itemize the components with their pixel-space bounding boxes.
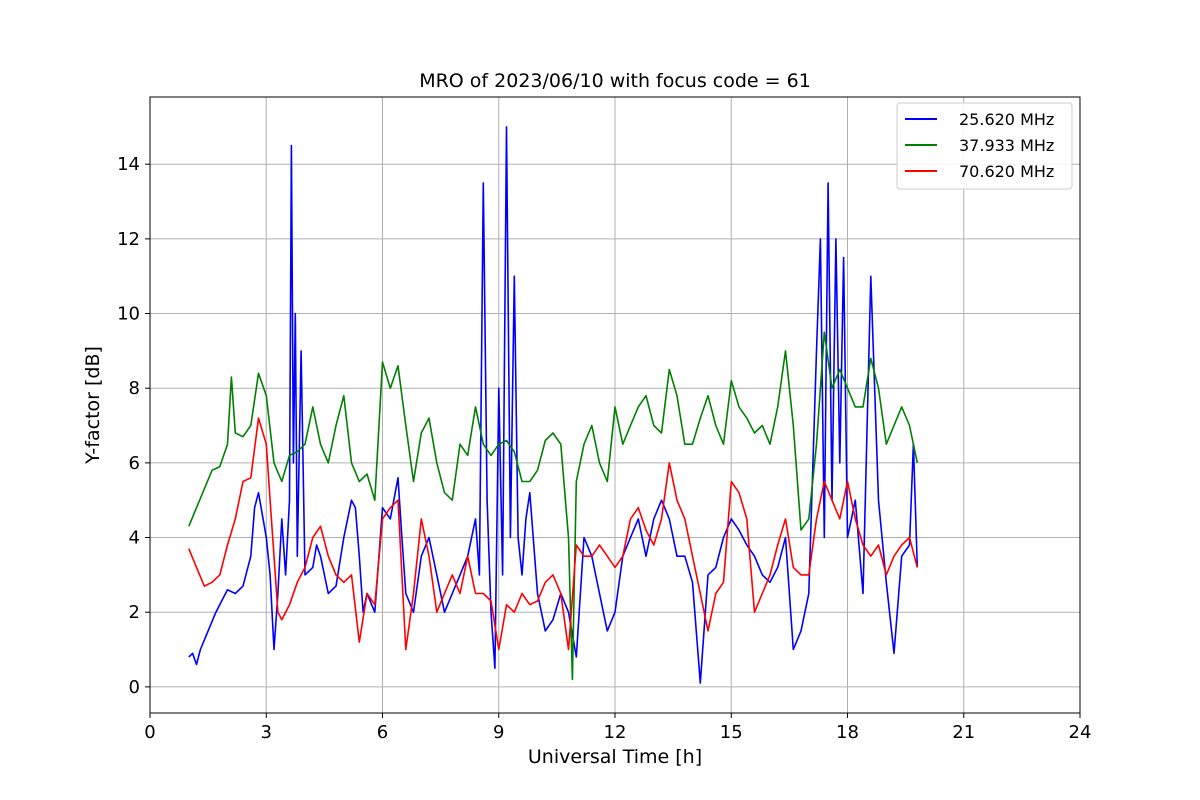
x-tick-label: 12 xyxy=(604,722,627,743)
series-line-3 xyxy=(188,417,919,651)
legend-label-1: 25.620 MHz xyxy=(959,110,1054,129)
x-tick-label: 18 xyxy=(836,722,859,743)
series-group xyxy=(188,126,919,684)
y-tick-label: 4 xyxy=(129,528,140,549)
chart-title: MRO of 2023/06/10 with focus code = 61 xyxy=(419,70,811,92)
legend-box xyxy=(896,102,1073,190)
series-line-1 xyxy=(188,126,919,684)
y-tick-label: 14 xyxy=(117,154,140,175)
y-tick-label: 0 xyxy=(129,677,140,698)
legend: 25.620 MHz 37.933 MHz 70.620 MHz xyxy=(896,102,1073,190)
y-tick-label: 10 xyxy=(117,304,140,325)
x-axis-label: Universal Time [h] xyxy=(528,746,702,768)
y-tick-label: 12 xyxy=(117,229,140,250)
x-tick-label: 15 xyxy=(720,722,743,743)
series-line-2 xyxy=(188,331,919,681)
y-tick-label: 2 xyxy=(129,602,140,623)
legend-label-2: 37.933 MHz xyxy=(959,136,1054,155)
y-axis-label: Y-factor [dB] xyxy=(82,346,104,465)
y-tick-label: 6 xyxy=(129,453,140,474)
x-tick-label: 6 xyxy=(377,722,388,743)
x-tick-label: 9 xyxy=(493,722,504,743)
x-tick-label: 24 xyxy=(1069,722,1092,743)
legend-label-3: 70.620 MHz xyxy=(959,162,1054,181)
x-tick-label: 0 xyxy=(144,722,155,743)
y-tick-label: 8 xyxy=(129,378,140,399)
x-tick-label: 21 xyxy=(952,722,975,743)
x-tick-label: 3 xyxy=(261,722,272,743)
